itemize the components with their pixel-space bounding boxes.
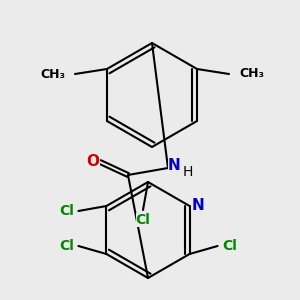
Text: CH₃: CH₃ [239, 68, 264, 80]
Text: O: O [86, 154, 100, 169]
Text: N: N [191, 199, 204, 214]
Text: N: N [168, 158, 180, 173]
Text: Cl: Cl [59, 204, 74, 218]
Text: CH₃: CH₃ [40, 68, 65, 80]
Text: Cl: Cl [222, 239, 237, 253]
Text: H: H [183, 165, 193, 179]
Text: Cl: Cl [59, 239, 74, 253]
Text: Cl: Cl [136, 213, 150, 227]
